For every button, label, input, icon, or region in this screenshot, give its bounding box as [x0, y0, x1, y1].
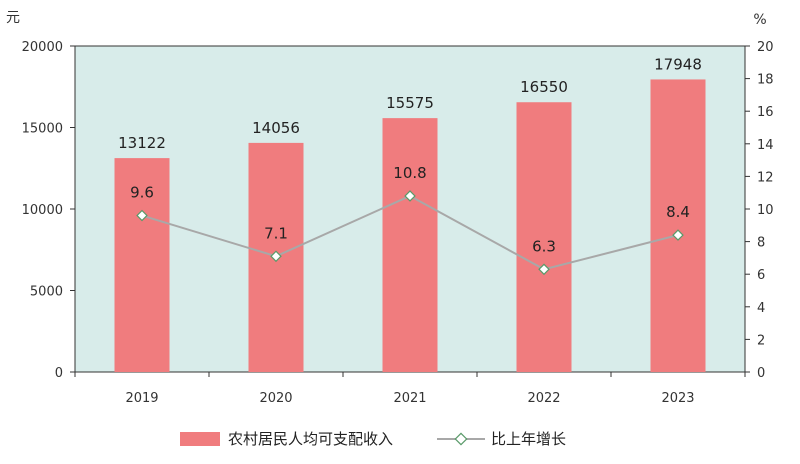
left-unit-label: 元 — [6, 10, 20, 26]
x-tick-label: 2022 — [527, 391, 560, 406]
line-point-2020 — [270, 250, 282, 263]
bar-value-label: 13122 — [118, 134, 166, 152]
left-tick-label: 5000 — [30, 285, 63, 300]
line-point-2019 — [136, 209, 148, 222]
left-tick-label: 10000 — [22, 203, 63, 218]
right-axis: 0 2 4 6 8 10 12 14 16 18 20 — [745, 40, 774, 381]
legend-bar-label: 农村居民人均可支配收入 — [228, 430, 394, 448]
left-axis: 0 5000 10000 15000 20000 — [22, 40, 75, 381]
bar-data-labels: 13122 14056 15575 16550 17948 — [118, 55, 702, 152]
left-tick-label: 15000 — [22, 122, 63, 137]
x-axis: 2019 2020 2021 2022 2023 — [74, 372, 746, 406]
right-tick-label: 12 — [757, 170, 774, 185]
bar-2021 — [382, 118, 438, 372]
x-tick-label: 2021 — [393, 391, 426, 406]
left-tick-label: 0 — [55, 366, 63, 381]
line-value-label: 7.1 — [264, 224, 288, 242]
bar-value-label: 17948 — [654, 55, 702, 73]
x-tick-label: 2023 — [661, 391, 694, 406]
bar-series — [114, 79, 706, 373]
line-point-2022 — [538, 263, 550, 276]
legend-item-line: 比上年增长 — [437, 428, 566, 449]
legend-bar-swatch — [180, 431, 220, 446]
bar-2019 — [114, 158, 170, 372]
line-value-label: 6.3 — [532, 237, 556, 255]
line-value-label: 10.8 — [393, 164, 426, 182]
right-tick-label: 20 — [757, 40, 774, 55]
right-tick-label: 8 — [757, 236, 765, 251]
left-tick-label: 20000 — [22, 40, 63, 55]
legend: 农村居民人均可支配收入 比上年增长 — [180, 428, 610, 449]
line-markers — [136, 190, 684, 276]
right-tick-label: 0 — [757, 366, 765, 381]
line-point-2023 — [672, 229, 684, 241]
legend-line-swatch — [437, 431, 486, 446]
right-tick-label: 14 — [757, 138, 774, 153]
bar-value-label: 14056 — [252, 119, 300, 137]
bar-2022 — [516, 102, 572, 373]
bar-2023 — [650, 79, 706, 372]
line-data-labels: 9.6 7.1 10.8 6.3 8.4 — [130, 164, 690, 255]
right-unit-label: % — [753, 12, 766, 28]
line-point-2021 — [404, 190, 416, 202]
right-tick-label: 6 — [757, 268, 765, 283]
right-tick-label: 4 — [757, 301, 765, 316]
right-tick-label: 18 — [757, 73, 774, 88]
right-tick-label: 10 — [757, 203, 774, 218]
right-tick-label: 16 — [757, 105, 774, 120]
bar-value-label: 16550 — [520, 78, 568, 96]
legend-item-bar: 农村居民人均可支配收入 — [180, 428, 393, 449]
bar-value-label: 15575 — [386, 94, 434, 112]
legend-line-label: 比上年增长 — [491, 430, 567, 448]
line-value-label: 9.6 — [130, 184, 154, 202]
x-tick-label: 2020 — [259, 391, 292, 406]
x-tick-label: 2019 — [125, 391, 158, 406]
right-tick-label: 2 — [757, 333, 765, 348]
line-value-label: 8.4 — [666, 203, 690, 221]
